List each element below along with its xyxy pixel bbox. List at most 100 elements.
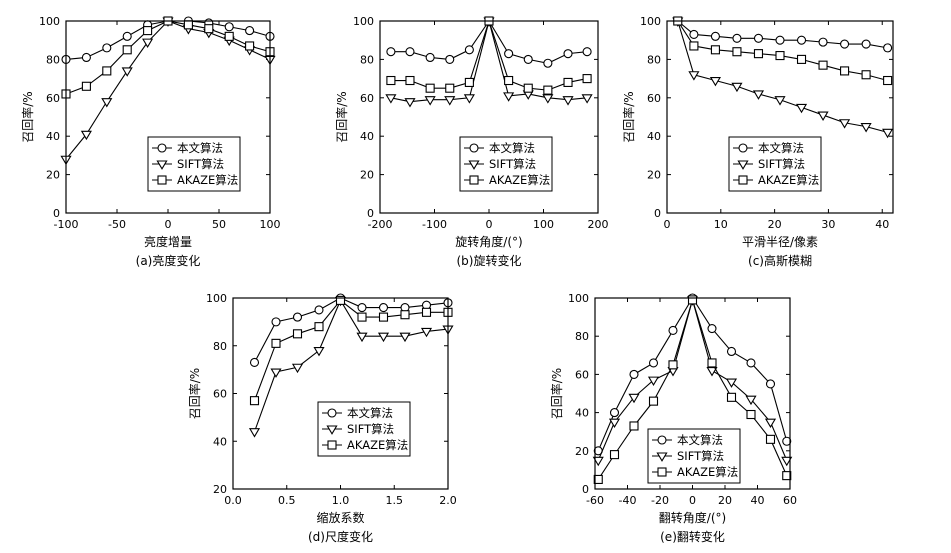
series-triangle-down <box>385 17 593 108</box>
data-point <box>781 456 793 467</box>
data-point <box>245 41 255 51</box>
data-point <box>745 395 757 406</box>
legend-label: SIFT算法 <box>489 157 536 171</box>
data-point <box>249 357 260 368</box>
y-axis-label: 召回率/% <box>187 368 202 419</box>
data-point <box>648 358 659 368</box>
data-point <box>840 66 850 76</box>
x-tick-label: 60 <box>783 494 797 507</box>
data-point <box>582 74 592 84</box>
data-point <box>796 35 807 45</box>
x-tick-label: -60 <box>586 494 604 507</box>
data-point <box>386 47 396 57</box>
data-point <box>400 310 410 320</box>
data-point <box>710 31 720 41</box>
x-tick-label: -40 <box>619 494 637 507</box>
data-point <box>581 94 593 104</box>
legend: 本文算法 SIFT算法 AKAZE算法 <box>147 136 241 192</box>
x-tick-label: 1.0 <box>332 494 350 507</box>
data-point <box>425 83 435 93</box>
x-tick-label: 200 <box>588 218 609 231</box>
legend-label: SIFT算法 <box>177 157 224 171</box>
data-point <box>818 37 828 47</box>
data-point <box>425 52 435 63</box>
data-point <box>543 58 553 68</box>
data-point <box>504 75 514 86</box>
x-axis-label: 亮度增量 <box>144 234 192 249</box>
legend-marker <box>157 143 167 153</box>
series-triangle-down <box>592 296 793 467</box>
data-point <box>764 418 777 429</box>
data-point <box>726 392 737 402</box>
data-point <box>404 98 416 108</box>
legend: 本文算法 SIFT算法 AKAZE算法 <box>459 136 553 192</box>
y-tick-label: 80 <box>46 53 60 66</box>
plot-frame <box>232 297 449 490</box>
data-point <box>883 75 893 86</box>
data-point <box>731 82 743 93</box>
y-tick-label: 60 <box>575 368 589 381</box>
data-point <box>688 71 700 81</box>
legend-label: 本文算法 <box>177 141 223 155</box>
data-point <box>464 77 474 87</box>
series-line <box>254 297 449 363</box>
data-point <box>765 379 776 389</box>
chart-panel-1: -100 -50 0 50 100 0 20 40 60 80 100 亮度增量 (a)亮度变化 召回率/… <box>20 15 281 268</box>
x-axis-label: 缩放系数 <box>316 510 364 525</box>
x-tick-label: 20 <box>768 218 782 231</box>
y-tick-label: 20 <box>360 169 374 182</box>
data-point <box>609 408 620 418</box>
series-line <box>253 299 448 401</box>
y-tick-label: 100 <box>640 15 661 28</box>
data-point <box>562 96 574 106</box>
legend-marker <box>657 467 667 477</box>
legend: 本文算法 SIFT算法 AKAZE算法 <box>728 136 822 192</box>
data-point <box>313 346 325 357</box>
x-tick-label: 100 <box>533 218 554 231</box>
data-point <box>668 360 678 370</box>
y-tick-label: 40 <box>360 130 374 143</box>
legend-label: 本文算法 <box>347 406 393 420</box>
data-point <box>629 369 639 379</box>
chart-panel-4: 0.0 0.5 1.0 1.5 2.0 20 40 60 80 100 缩放系数 (d)尺度变化 召回率… <box>187 292 457 544</box>
data-point <box>732 33 742 43</box>
y-tick-label: 0 <box>367 207 374 220</box>
legend-label: AKAZE算法 <box>758 173 819 187</box>
x-tick-label: 50 <box>212 218 226 231</box>
legend-marker <box>327 408 337 418</box>
data-point <box>882 128 894 139</box>
x-tick-label: -100 <box>54 218 79 231</box>
data-point <box>314 322 324 332</box>
data-point <box>122 45 132 55</box>
data-point <box>101 98 113 108</box>
data-point <box>668 325 678 336</box>
data-point <box>839 119 851 129</box>
plot-frame <box>666 20 894 214</box>
data-point <box>464 45 474 55</box>
data-point <box>608 418 621 429</box>
x-tick-label: 10 <box>714 218 728 231</box>
legend-marker <box>327 440 337 450</box>
data-point <box>775 35 785 45</box>
data-point <box>753 33 764 43</box>
data-point <box>314 305 324 315</box>
data-point <box>782 436 792 446</box>
data-point <box>102 66 112 76</box>
y-tick-label: 100 <box>353 15 374 28</box>
legend-label: SIFT算法 <box>347 422 394 436</box>
data-point <box>102 43 112 53</box>
plot-frame <box>594 297 791 490</box>
data-point <box>463 94 475 104</box>
legend: 本文算法 SIFT算法 AKAZE算法 <box>317 401 411 457</box>
data-point <box>542 94 554 104</box>
series-circle <box>673 16 893 53</box>
data-point <box>357 302 367 313</box>
y-tick-label: 20 <box>46 169 60 182</box>
y-tick-label: 100 <box>568 292 589 305</box>
panel-caption: (b)旋转变化 <box>457 253 522 268</box>
data-point <box>796 54 807 64</box>
data-point <box>629 421 639 431</box>
data-point <box>563 49 573 59</box>
legend-marker <box>656 452 668 462</box>
